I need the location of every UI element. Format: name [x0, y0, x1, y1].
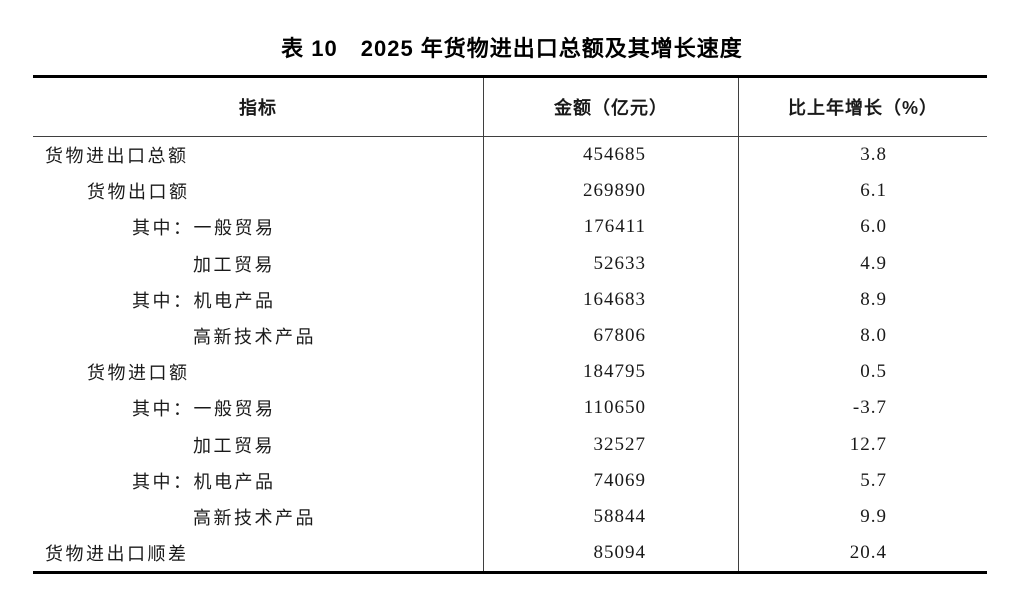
amount-cell: 454685: [483, 137, 738, 174]
amount-cell: 58844: [483, 498, 738, 536]
table-row: 货物出口额 269890 6.1: [33, 173, 987, 210]
table-header-row: 指标 金额（亿元） 比上年增长（%）: [33, 78, 987, 137]
table-row: 加工贸易 32527 12.7: [33, 426, 987, 463]
row-label: 加工贸易: [193, 435, 275, 456]
header-growth: 比上年增长（%）: [738, 78, 987, 136]
row-label: 其中：机电产品: [132, 290, 276, 311]
growth-cell: 4.9: [738, 245, 987, 282]
table-row: 货物进出口总额 454685 3.8: [33, 137, 987, 174]
row-label: 货物进出口顺差: [45, 544, 189, 565]
table-row: 其中：机电产品 74069 5.7: [33, 462, 987, 499]
table-row: 其中：一般贸易 176411 6.0: [33, 209, 987, 246]
growth-cell: 5.7: [738, 462, 987, 499]
amount-cell: 269890: [483, 173, 738, 210]
amount-cell: 32527: [483, 426, 738, 463]
growth-cell: 3.8: [738, 137, 987, 174]
table-row: 加工贸易 52633 4.9: [33, 245, 987, 282]
growth-cell: 0.5: [738, 354, 987, 391]
row-label: 高新技术产品: [193, 507, 316, 528]
amount-cell: 176411: [483, 209, 738, 246]
growth-cell: 6.0: [738, 209, 987, 246]
header-indicator: 指标: [239, 98, 277, 118]
row-label: 加工贸易: [193, 254, 275, 275]
growth-cell: -3.7: [738, 390, 987, 427]
growth-cell: 20.4: [738, 535, 987, 572]
growth-cell: 9.9: [738, 498, 987, 536]
table-row: 高新技术产品 67806 8.0: [33, 317, 987, 355]
row-label: 货物出口额: [87, 182, 190, 203]
row-label: 货物进口额: [87, 363, 190, 384]
amount-cell: 110650: [483, 390, 738, 427]
table-title: 表 10 2025 年货物进出口总额及其增长速度: [281, 36, 743, 61]
table-row: 其中：一般贸易 110650 -3.7: [33, 390, 987, 427]
growth-cell: 6.1: [738, 173, 987, 210]
row-label: 其中：一般贸易: [132, 218, 276, 239]
growth-cell: 8.9: [738, 281, 987, 318]
amount-cell: 74069: [483, 462, 738, 499]
table-row: 货物进口额 184795 0.5: [33, 354, 987, 391]
table-row: 其中：机电产品 164683 8.9: [33, 281, 987, 318]
trade-table: 指标 金额（亿元） 比上年增长（%） 货物进出口总额 454685 3.8 货物…: [33, 75, 987, 575]
growth-cell: 12.7: [738, 426, 987, 463]
row-label: 高新技术产品: [193, 327, 316, 348]
amount-cell: 85094: [483, 535, 738, 572]
table-row: 货物进出口顺差 85094 20.4: [33, 535, 987, 572]
amount-cell: 184795: [483, 354, 738, 391]
table-row: 高新技术产品 58844 9.9: [33, 498, 987, 536]
amount-cell: 164683: [483, 281, 738, 318]
growth-cell: 8.0: [738, 317, 987, 355]
header-amount: 金额（亿元）: [483, 78, 738, 136]
row-label: 其中：机电产品: [132, 471, 276, 492]
amount-cell: 52633: [483, 245, 738, 282]
row-label: 货物进出口总额: [45, 146, 189, 167]
row-label: 其中：一般贸易: [132, 399, 276, 420]
amount-cell: 67806: [483, 317, 738, 355]
